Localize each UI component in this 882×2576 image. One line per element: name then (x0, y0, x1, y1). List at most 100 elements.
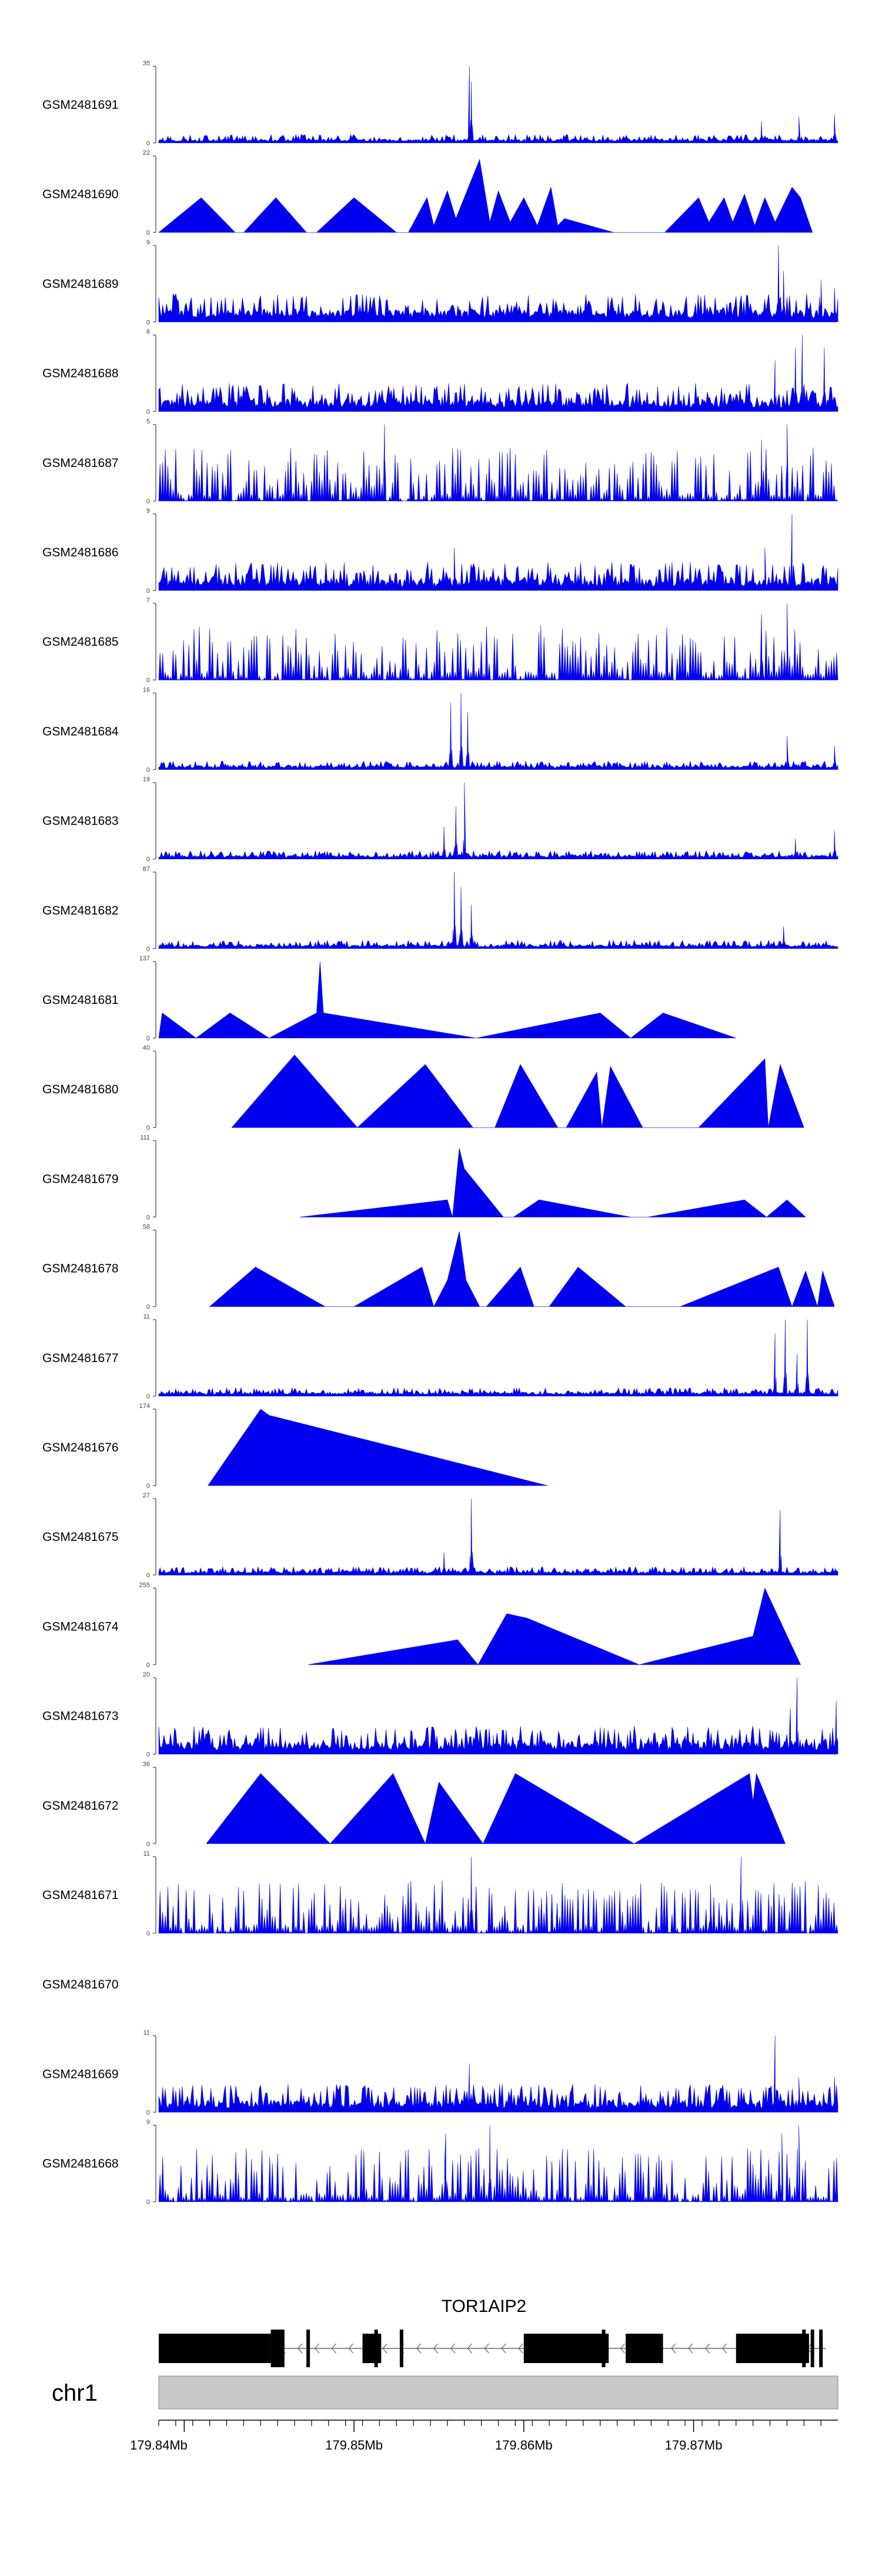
signal-area (206, 1773, 786, 1844)
track-GSM2481686: GSM2481686 9 0 (42, 508, 838, 595)
strand-arrow (688, 2343, 693, 2354)
track-GSM2481668: GSM2481668 9 0 (42, 2119, 838, 2206)
strand-arrow (671, 2343, 676, 2354)
x-tick-label: 179.84Mb (130, 2438, 188, 2452)
y-max-label: 9 (146, 239, 150, 246)
track-label: GSM2481688 (42, 367, 119, 381)
y-max-label: 9 (146, 2119, 150, 2126)
strand-arrow (501, 2343, 506, 2354)
signal-area (158, 1856, 838, 1934)
y-min-label: 0 (146, 409, 150, 416)
signal-area (299, 1148, 806, 1217)
strand-arrow (433, 2343, 439, 2354)
track-GSM2481685: GSM2481685 7 0 (42, 597, 838, 684)
y-max-label: 40 (143, 1045, 150, 1052)
signal-area (158, 603, 838, 681)
gene-name-label: TOR1AIP2 (442, 2297, 527, 2316)
chromosome-label: chr1 (52, 2380, 98, 2406)
signal-area (231, 1055, 804, 1128)
y-min-label: 0 (146, 498, 150, 505)
y-min-label: 0 (146, 766, 150, 773)
track-GSM2481682: GSM2481682 87 0 (42, 866, 838, 953)
gene-exon (523, 2334, 609, 2363)
track-GSM2481680: GSM2481680 40 0 (42, 1045, 804, 1132)
track-GSM2481677: GSM2481677 11 0 (42, 1313, 838, 1400)
track-label: GSM2481684 (42, 725, 119, 738)
strand-arrow (484, 2343, 489, 2354)
y-min-label: 0 (146, 319, 150, 326)
signal-area (158, 872, 838, 949)
signal-area (158, 2125, 838, 2203)
track-label: GSM2481668 (42, 2157, 119, 2171)
track-GSM2481675: GSM2481675 27 0 (42, 1492, 838, 1579)
gene-exon (159, 2334, 271, 2363)
track-label: GSM2481685 (42, 635, 119, 649)
track-label: GSM2481683 (42, 815, 119, 828)
track-GSM2481688: GSM2481688 6 0 (42, 329, 838, 416)
y-min-label: 0 (146, 677, 150, 684)
y-max-label: 36 (143, 1761, 150, 1768)
strand-arrow (450, 2343, 456, 2354)
gene-exon-marker (810, 2330, 814, 2367)
track-GSM2481684: GSM2481684 16 0 (42, 686, 838, 773)
track-label: GSM2481669 (42, 2067, 119, 2081)
y-min-label: 0 (146, 1035, 150, 1042)
signal-area (208, 1409, 548, 1486)
track-label: GSM2481674 (42, 1620, 119, 1633)
chromosome-ideogram: chr1 (52, 2375, 838, 2410)
strand-arrow (331, 2343, 337, 2354)
y-max-label: 35 (143, 60, 150, 67)
track-GSM2481676: GSM2481676 174 0 (42, 1403, 548, 1490)
gene-exon-marker (602, 2330, 606, 2367)
signal-area (158, 245, 838, 322)
signal-area (158, 782, 838, 859)
gene-exon-marker (306, 2330, 310, 2367)
track-label: GSM2481680 (42, 1083, 119, 1096)
strand-arrow (348, 2343, 353, 2354)
signal-tracks: GSM2481691350GSM2481690220GSM248168990GS… (42, 60, 838, 2206)
gene-exon-marker (374, 2330, 378, 2367)
y-max-label: 111 (140, 1134, 150, 1141)
signal-area (158, 1319, 838, 1397)
track-label: GSM2481675 (42, 1530, 119, 1544)
y-min-label: 0 (146, 1930, 150, 1937)
signal-area (158, 693, 838, 770)
track-label: GSM2481677 (42, 1352, 119, 1365)
track-label: GSM2481686 (42, 546, 119, 559)
strand-arrow (314, 2343, 320, 2354)
track-label: GSM2481690 (42, 188, 119, 201)
x-tick-label: 179.87Mb (665, 2438, 723, 2452)
signal-area (158, 1677, 838, 1754)
signal-area (209, 1231, 835, 1307)
strand-arrow (518, 2343, 523, 2354)
y-min-label: 0 (146, 1572, 150, 1579)
y-max-label: 11 (143, 1313, 150, 1320)
y-max-label: 19 (143, 776, 150, 783)
track-GSM2481679: GSM2481679 111 0 (42, 1134, 806, 1221)
track-label: GSM2481691 (42, 98, 119, 112)
y-min-label: 0 (146, 2199, 150, 2206)
y-max-label: 11 (143, 2029, 150, 2036)
x-tick-label: 179.85Mb (325, 2438, 383, 2452)
signal-area (158, 1499, 838, 1576)
y-min-label: 0 (146, 1304, 150, 1311)
track-GSM2481683: GSM2481683 19 0 (42, 776, 838, 863)
track-label: GSM2481681 (42, 993, 119, 1007)
track-GSM2481687: GSM2481687 5 0 (42, 418, 838, 505)
gene-exon (270, 2330, 283, 2367)
chromosome-band (158, 2375, 838, 2410)
track-label: GSM2481671 (42, 1888, 119, 1902)
genome-axis: 179.84Mb 179.85Mb 179.86Mb 179.87Mb (130, 2420, 838, 2452)
signal-area (158, 513, 838, 591)
y-min-label: 0 (146, 1483, 150, 1490)
strand-arrow (704, 2343, 710, 2354)
track-label: GSM2481687 (42, 456, 119, 470)
y-max-label: 16 (143, 686, 150, 693)
y-max-label: 5 (146, 418, 150, 425)
gene-exon (362, 2334, 382, 2363)
strand-arrow (467, 2343, 473, 2354)
y-max-label: 255 (139, 1581, 150, 1589)
x-tick-label: 179.86Mb (495, 2438, 553, 2452)
strand-arrow (721, 2343, 727, 2354)
